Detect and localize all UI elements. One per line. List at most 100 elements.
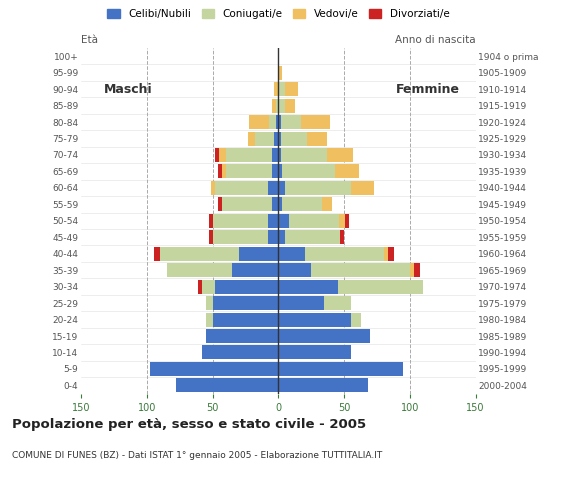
Bar: [278, 346, 351, 360]
Bar: [274, 82, 278, 96]
Bar: [166, 263, 278, 277]
Bar: [272, 165, 278, 179]
Bar: [206, 329, 278, 343]
Bar: [278, 132, 327, 145]
Bar: [278, 82, 285, 96]
Bar: [278, 280, 423, 294]
Bar: [278, 263, 420, 277]
Bar: [278, 115, 301, 129]
Bar: [278, 165, 358, 179]
Bar: [239, 247, 278, 261]
Bar: [278, 148, 327, 162]
Bar: [272, 148, 278, 162]
Bar: [278, 329, 371, 343]
Bar: [278, 98, 285, 113]
Text: Maschi: Maschi: [104, 83, 153, 96]
Bar: [272, 98, 278, 113]
Bar: [206, 312, 278, 326]
Bar: [209, 230, 278, 244]
Bar: [278, 378, 368, 392]
Bar: [213, 214, 278, 228]
Bar: [278, 181, 351, 195]
Bar: [150, 362, 278, 376]
Bar: [278, 296, 351, 310]
Bar: [202, 280, 278, 294]
Bar: [278, 197, 282, 211]
Bar: [249, 115, 278, 129]
Bar: [278, 280, 423, 294]
Bar: [278, 82, 298, 96]
Bar: [278, 230, 285, 244]
Bar: [278, 214, 339, 228]
Bar: [215, 280, 278, 294]
Bar: [206, 312, 278, 326]
Bar: [222, 197, 278, 211]
Text: Età: Età: [81, 35, 98, 45]
Bar: [278, 312, 361, 326]
Bar: [226, 148, 278, 162]
Bar: [278, 247, 387, 261]
Bar: [209, 214, 278, 228]
Bar: [215, 181, 278, 195]
Bar: [278, 148, 281, 162]
Bar: [150, 362, 278, 376]
Bar: [272, 98, 278, 113]
Bar: [278, 312, 351, 326]
Bar: [278, 197, 332, 211]
Bar: [213, 230, 278, 244]
Bar: [278, 214, 289, 228]
Bar: [213, 296, 278, 310]
Bar: [176, 378, 278, 392]
Bar: [198, 280, 278, 294]
Bar: [278, 378, 368, 392]
Bar: [278, 312, 361, 326]
Bar: [278, 362, 403, 376]
Bar: [166, 263, 278, 277]
Bar: [278, 132, 327, 145]
Bar: [150, 362, 278, 376]
Bar: [160, 247, 278, 261]
Bar: [278, 165, 335, 179]
Bar: [206, 329, 278, 343]
Bar: [278, 296, 351, 310]
Bar: [278, 263, 311, 277]
Bar: [278, 346, 351, 360]
Bar: [202, 346, 278, 360]
Text: COMUNE DI FUNES (BZ) - Dati ISTAT 1° gennaio 2005 - Elaborazione TUTTITALIA.IT: COMUNE DI FUNES (BZ) - Dati ISTAT 1° gen…: [12, 451, 382, 460]
Bar: [268, 181, 278, 195]
Bar: [248, 132, 278, 145]
Bar: [278, 230, 344, 244]
Bar: [206, 296, 278, 310]
Bar: [278, 280, 423, 294]
Bar: [278, 263, 414, 277]
Bar: [278, 66, 282, 80]
Bar: [272, 197, 278, 211]
Bar: [202, 346, 278, 360]
Bar: [211, 181, 278, 195]
Bar: [278, 362, 403, 376]
Bar: [278, 197, 332, 211]
Bar: [278, 230, 340, 244]
Bar: [278, 247, 304, 261]
Bar: [166, 263, 278, 277]
Bar: [278, 115, 329, 129]
Bar: [278, 181, 374, 195]
Bar: [150, 362, 278, 376]
Bar: [276, 98, 278, 113]
Bar: [278, 312, 361, 326]
Bar: [176, 378, 278, 392]
Bar: [248, 132, 278, 145]
Bar: [278, 98, 295, 113]
Bar: [206, 296, 278, 310]
Bar: [278, 181, 285, 195]
Text: Anno di nascita: Anno di nascita: [395, 35, 476, 45]
Bar: [278, 181, 374, 195]
Bar: [202, 280, 278, 294]
Bar: [249, 115, 278, 129]
Bar: [215, 148, 278, 162]
Bar: [278, 247, 383, 261]
Bar: [278, 378, 368, 392]
Bar: [222, 165, 278, 179]
Bar: [278, 362, 403, 376]
Bar: [268, 230, 278, 244]
